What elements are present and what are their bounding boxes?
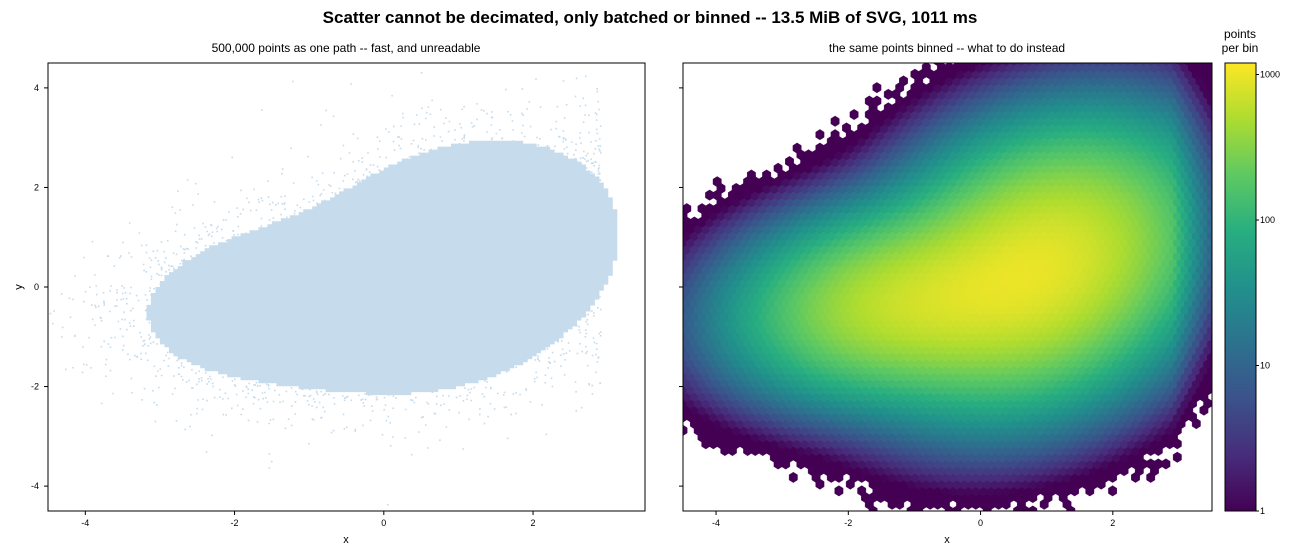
hex-bin-2166 [1215, 271, 1223, 281]
right-x-tick-label-0: -4 [712, 518, 720, 528]
hex-bin-1598 [1215, 324, 1223, 335]
hex-bin-53 [834, 485, 844, 497]
hex-bin-486 [683, 424, 688, 436]
hex-bin-2940 [705, 189, 714, 201]
right-x-tick-label-2: 0 [978, 518, 983, 528]
hex-bin-3800 [872, 82, 882, 94]
hex-bin-3253 [1215, 163, 1223, 174]
left-x-tick-label-0: -4 [81, 518, 89, 528]
left-y-tick-label-2: 0 [34, 282, 39, 292]
hex-bin-3619 [849, 109, 859, 121]
scatter-outlier-points [49, 72, 602, 506]
left-x-axis: -4 -2 0 2 [81, 511, 536, 528]
hex-bin-1314 [1215, 351, 1223, 362]
hex-bin-2450 [1215, 244, 1223, 255]
hex-bin-1456 [1215, 338, 1223, 348]
left-y-axis: -4 -2 0 2 4 [31, 83, 48, 491]
colorbar-title-line1: points [1224, 27, 1256, 41]
colorbar-tick-label-1: 10 [1260, 361, 1270, 371]
colorbar-tick-label-0: 1 [1260, 506, 1265, 516]
hex-bin-3572 [830, 115, 840, 127]
hex-bin-2308 [1215, 257, 1223, 268]
colorbar-ticks: 1 10 100 1000 [1256, 70, 1280, 516]
hex-bin-3006 [1215, 190, 1223, 201]
left-x-tick-label-2: 0 [381, 518, 386, 528]
left-y-tick-label-4: 4 [34, 83, 39, 93]
hex-bin-2592 [1215, 230, 1223, 241]
hex-bin-117 [788, 471, 798, 483]
colorbar-tick-label-2: 100 [1260, 215, 1275, 225]
hex-bin-3571 [1215, 123, 1223, 134]
hex-bin-83 [1108, 485, 1118, 497]
left-panel-title: 500,000 points as one path -- fast, and … [212, 41, 481, 55]
hex-bin-54 [857, 485, 867, 497]
right-panel-title: the same points binned -- what to do ins… [829, 41, 1065, 55]
colorbar-title-line2: per bin [1222, 41, 1259, 55]
hex-bin-1882 [1215, 297, 1223, 308]
right-x-tick-label-1: -2 [844, 518, 852, 528]
hex-bin-1172 [1215, 365, 1223, 376]
hexbin-layer [683, 63, 1223, 511]
colorbar-tick-label-3: 1000 [1260, 70, 1280, 80]
scatter-point-cloud [49, 72, 618, 506]
right-panel: the same points binned -- what to do ins… [679, 41, 1223, 546]
hex-bin-2734 [1215, 217, 1223, 228]
left-y-tick-label-0: -4 [31, 481, 39, 491]
left-x-tick-label-1: -2 [231, 518, 239, 528]
hex-bin-3472 [815, 129, 825, 141]
left-x-tick-label-3: 2 [531, 518, 536, 528]
left-x-axis-label: x [343, 534, 349, 546]
hex-bin-3135 [1215, 177, 1223, 188]
colorbar-gradient [1224, 62, 1257, 512]
hex-bin-3756 [1215, 96, 1223, 107]
hex-bin-3757 [883, 88, 893, 100]
left-y-tick-label-3: 2 [34, 182, 39, 192]
hex-bin-2024 [1215, 284, 1223, 295]
main-title: Scatter cannot be decimated, only batche… [323, 8, 978, 27]
colorbar: points per bin 1 10 100 1000 [1222, 27, 1280, 516]
hex-bin-8 [1028, 505, 1038, 511]
hex-bin-1031 [1215, 378, 1223, 389]
hex-bin-3666 [1215, 109, 1223, 120]
hex-bin-2873 [1215, 203, 1223, 213]
left-y-tick-label-1: -2 [31, 382, 39, 392]
hex-bin-1740 [1215, 311, 1223, 322]
right-y-axis [679, 87, 683, 487]
hex-bin-3365 [1215, 150, 1223, 161]
left-y-axis-label: y [13, 284, 25, 290]
right-x-tick-label-3: 2 [1110, 518, 1115, 528]
right-x-axis-label: x [944, 534, 950, 546]
scatter-dense-core [146, 140, 618, 396]
hex-bin-3471 [1215, 136, 1223, 146]
left-panel: 500,000 points as one path -- fast, and … [13, 41, 646, 546]
hex-bin-302 [1172, 451, 1182, 463]
right-x-axis: -4 -2 0 2 [712, 511, 1115, 528]
hex-bin-252 [1161, 458, 1171, 470]
